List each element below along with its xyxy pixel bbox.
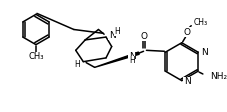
Polygon shape (94, 52, 139, 67)
Text: N: N (183, 77, 190, 86)
Text: H: H (114, 27, 120, 36)
Text: NH₂: NH₂ (210, 72, 227, 81)
Text: CH₃: CH₃ (28, 52, 44, 61)
Text: N: N (200, 48, 207, 57)
Text: H: H (74, 60, 79, 69)
Text: H: H (129, 56, 135, 65)
Text: N: N (108, 31, 115, 40)
Text: CH₃: CH₃ (193, 18, 207, 27)
Text: O: O (139, 32, 146, 41)
Text: N: N (128, 52, 135, 60)
Text: O: O (183, 28, 190, 37)
